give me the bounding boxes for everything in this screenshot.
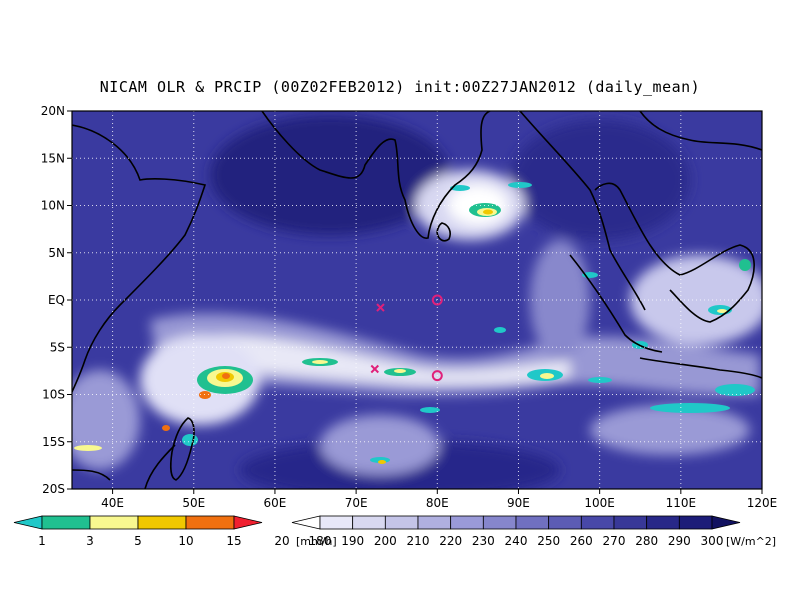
precip-legend: 1 3 5 10 15 20 [mm/h] bbox=[13, 515, 337, 548]
olr-legend-swatch bbox=[450, 515, 484, 530]
map-title: NICAM OLR & PRCIP (00Z02FEB2012) init:00… bbox=[99, 78, 701, 96]
precip-legend-swatch bbox=[185, 515, 235, 530]
precip-legend-tick-label: 3 bbox=[86, 534, 94, 548]
olr-legend-tick-label: 200 bbox=[374, 534, 397, 548]
latitude-labels: 20N 15N 10N 5N EQ 5S 10S 15S 20S bbox=[41, 104, 72, 496]
lon-label: 120E bbox=[747, 496, 778, 510]
lat-label: 20S bbox=[42, 482, 65, 496]
olr-legend-tick-label: 290 bbox=[668, 534, 691, 548]
olr-legend-swatch bbox=[319, 515, 354, 530]
lon-label: 60E bbox=[264, 496, 287, 510]
olr-legend-swatch bbox=[352, 515, 386, 530]
coastlines bbox=[72, 111, 762, 489]
olr-field bbox=[72, 111, 762, 489]
olr-legend: 180 190 200 210 220 230 240 250 260 270 280 290 300[… bbox=[291, 515, 776, 548]
olr-legend-tick-label: 190 bbox=[341, 534, 364, 548]
olr-legend-swatch bbox=[548, 515, 582, 530]
precip-legend-unit: [mm/h] bbox=[296, 535, 337, 548]
storm-circle-marker bbox=[431, 294, 443, 306]
precip-legend-swatch bbox=[41, 515, 91, 530]
lat-label: 15S bbox=[42, 435, 65, 449]
lon-label: 80E bbox=[426, 496, 449, 510]
olr-legend-swatch bbox=[384, 515, 419, 530]
precip-legend-arrow-high bbox=[233, 515, 263, 530]
precip-legend-swatch bbox=[137, 515, 187, 530]
olr-legend-swatch bbox=[613, 515, 648, 530]
precip-legend-swatch bbox=[89, 515, 139, 530]
olr-legend-tick-label: 250 bbox=[537, 534, 560, 548]
olr-legend-arrow-high bbox=[711, 515, 741, 530]
olr-legend-arrow-low bbox=[291, 515, 321, 530]
olr-legend-tick-label: 220 bbox=[439, 534, 462, 548]
lon-label: 40E bbox=[101, 496, 124, 510]
lat-label: 15N bbox=[41, 151, 65, 165]
olr-legend-tick-label: 300 bbox=[701, 534, 724, 548]
lat-label: EQ bbox=[48, 293, 65, 307]
precip-legend-tick-label: 20 bbox=[274, 534, 289, 548]
olr-legend-tick-label: 280 bbox=[635, 534, 658, 548]
olr-legend-swatch bbox=[482, 515, 517, 530]
precip-legend-tick-label: 10 bbox=[178, 534, 193, 548]
lon-label: 50E bbox=[182, 496, 205, 510]
olr-legend-tick-label: 240 bbox=[505, 534, 528, 548]
lon-label: 90E bbox=[507, 496, 530, 510]
olr-legend-swatch bbox=[515, 515, 550, 530]
storm-markers bbox=[370, 294, 443, 382]
olr-legend-tick-label: 260 bbox=[570, 534, 593, 548]
lon-label: 110E bbox=[666, 496, 697, 510]
olr-legend-swatch bbox=[417, 515, 452, 530]
lat-label: 10S bbox=[42, 388, 65, 402]
olr-legend-swatch bbox=[646, 515, 680, 530]
lon-label: 100E bbox=[584, 496, 615, 510]
precip-patches bbox=[74, 182, 755, 464]
precip-legend-tick-label: 1 bbox=[38, 534, 46, 548]
precip-legend-tick-label: 15 bbox=[226, 534, 241, 548]
olr-legend-swatch bbox=[580, 515, 615, 530]
lat-label: 5N bbox=[48, 246, 65, 260]
olr-legend-tick-label: 180 bbox=[309, 534, 332, 548]
storm-circle-marker bbox=[431, 370, 443, 382]
lon-label: 70E bbox=[345, 496, 368, 510]
precip-legend-tick-label: 5 bbox=[134, 534, 142, 548]
storm-x-marker bbox=[370, 364, 379, 374]
lat-label: 20N bbox=[41, 104, 65, 118]
olr-legend-tick-label: 270 bbox=[603, 534, 626, 548]
storm-x-marker bbox=[376, 303, 385, 312]
precip-legend-arrow-low bbox=[13, 515, 43, 530]
olr-legend-unit: [W/m^2] bbox=[726, 535, 776, 548]
olr-legend-tick-label: 230 bbox=[472, 534, 495, 548]
olr-legend-swatch bbox=[678, 515, 713, 530]
olr-legend-tick-label: 210 bbox=[407, 534, 430, 548]
lat-lon-grid bbox=[72, 111, 762, 489]
longitude-labels: 40E 50E 60E 70E 80E 90E 100E 110E 120E bbox=[101, 489, 777, 510]
lat-label: 10N bbox=[41, 199, 65, 213]
lat-label: 5S bbox=[50, 340, 65, 354]
